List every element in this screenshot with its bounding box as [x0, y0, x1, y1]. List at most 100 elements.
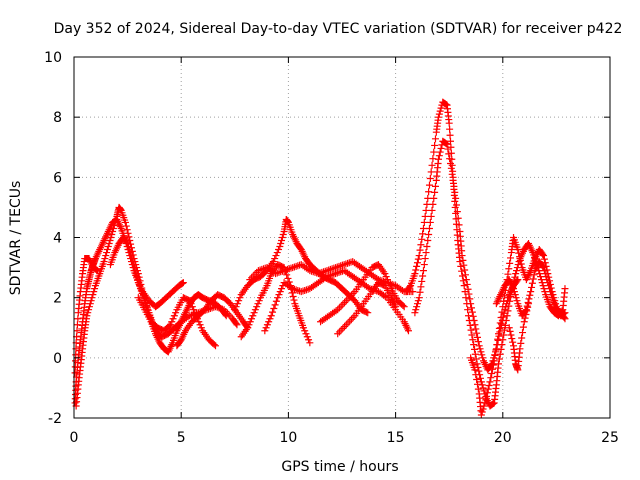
data-point [109, 227, 117, 235]
data-point [484, 385, 492, 393]
data-point [431, 182, 439, 190]
data-point [418, 277, 426, 285]
data-point [498, 320, 506, 328]
data-point [453, 208, 461, 216]
data-point [184, 296, 192, 304]
data-point [101, 255, 109, 263]
x-tick-label: 0 [70, 430, 79, 446]
data-point [539, 262, 547, 270]
data-point [435, 152, 443, 160]
data-point [516, 256, 524, 264]
data-point [186, 297, 194, 305]
data-point [166, 321, 174, 329]
data-point [326, 265, 334, 273]
data-point [542, 273, 550, 281]
data-point [417, 241, 425, 249]
data-point [287, 264, 295, 272]
data-point [290, 263, 298, 271]
y-tick-label: 4 [53, 231, 62, 247]
data-point [436, 107, 444, 115]
data-point [74, 315, 82, 323]
data-point [496, 350, 504, 358]
data-point [443, 140, 451, 148]
data-point [524, 303, 532, 311]
data-point [197, 324, 205, 332]
data-point [457, 262, 465, 270]
data-point [276, 243, 284, 251]
data-point [493, 341, 501, 349]
data-point [487, 374, 495, 382]
y-tick-labels: -2 0 2 4 6 8 10 [44, 50, 62, 427]
data-point [261, 264, 269, 272]
data-point [498, 308, 506, 316]
data-point [474, 333, 482, 341]
data-point [235, 297, 243, 305]
data-point [121, 218, 129, 226]
data-point [123, 238, 131, 246]
data-point [511, 291, 519, 299]
data-point [284, 265, 292, 273]
data-point [497, 345, 505, 353]
data-point [427, 168, 435, 176]
data-point [505, 324, 513, 332]
data-point [413, 300, 421, 308]
data-point [271, 301, 279, 309]
data-point [108, 230, 116, 238]
data-point [509, 338, 517, 346]
x-tick-labels: 0 5 10 15 20 25 [70, 430, 619, 446]
data-point [422, 249, 430, 257]
data-point [474, 338, 482, 346]
data-point [309, 268, 317, 276]
data-point [344, 259, 352, 267]
axis-ticks [73, 56, 611, 419]
data-point [131, 267, 139, 275]
data-point [437, 104, 445, 112]
data-point [92, 265, 100, 273]
data-point [190, 306, 198, 314]
data-point [130, 264, 138, 272]
data-point [461, 271, 469, 279]
data-point [111, 218, 119, 226]
data-point [381, 270, 389, 278]
data-point [472, 325, 480, 333]
data-point [135, 279, 143, 287]
data-point [85, 306, 93, 314]
data-point [477, 348, 485, 356]
data-point [132, 270, 140, 278]
data-point [434, 113, 442, 121]
data-point [477, 378, 485, 386]
data-point [406, 283, 414, 291]
data-point [318, 268, 326, 276]
data-point [499, 303, 507, 311]
data-point [544, 279, 552, 287]
data-point [282, 266, 290, 274]
data-point [362, 308, 370, 316]
x-tick-label: 20 [494, 430, 512, 446]
data-point [172, 309, 180, 317]
data-point [84, 309, 92, 317]
data-point [445, 119, 453, 127]
data-point [330, 270, 338, 278]
data-point [248, 315, 256, 323]
data-point [560, 314, 568, 322]
data-point [187, 300, 195, 308]
data-point [72, 351, 80, 359]
data-point [325, 272, 333, 280]
y-tick-label: 10 [44, 50, 62, 66]
data-point [409, 288, 417, 296]
data-point [191, 309, 199, 317]
data-point [425, 230, 433, 238]
series-track-7 [231, 215, 372, 317]
data-point [306, 267, 314, 275]
data-point [473, 329, 481, 337]
data-point [419, 272, 427, 280]
data-point [424, 194, 432, 202]
data-point [422, 206, 430, 214]
data-point [212, 342, 220, 350]
data-point [482, 396, 490, 404]
data-point [265, 318, 273, 326]
data-point [434, 155, 442, 163]
data-point [292, 262, 300, 270]
data-point [506, 259, 514, 267]
data-point [326, 271, 334, 279]
